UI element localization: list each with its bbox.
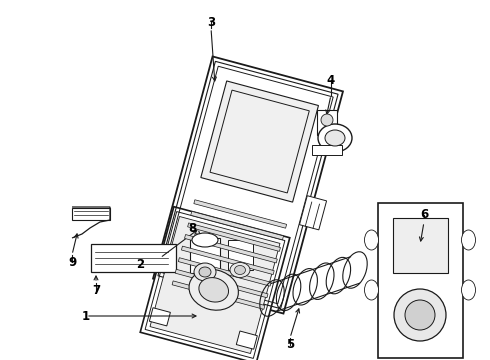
Polygon shape [153,57,343,314]
Polygon shape [149,308,171,326]
Text: 6: 6 [420,208,428,221]
Text: 8: 8 [188,221,196,234]
Polygon shape [181,246,274,275]
Polygon shape [72,208,110,220]
Ellipse shape [462,280,475,300]
Ellipse shape [405,300,435,330]
Ellipse shape [394,289,446,341]
Polygon shape [191,211,284,240]
Text: 3: 3 [207,15,215,28]
Polygon shape [140,207,290,360]
Ellipse shape [325,130,345,146]
Polygon shape [392,217,447,273]
Text: 5: 5 [286,338,294,351]
Text: 4: 4 [327,73,335,86]
Ellipse shape [365,280,378,300]
Ellipse shape [199,267,211,277]
Text: 1: 1 [82,310,90,323]
Polygon shape [150,216,280,354]
Ellipse shape [235,266,245,274]
Polygon shape [185,234,277,263]
Text: 7: 7 [92,284,100,297]
Polygon shape [188,223,280,251]
Polygon shape [178,258,271,286]
Polygon shape [317,109,337,135]
Ellipse shape [462,230,475,250]
Ellipse shape [230,262,250,278]
Ellipse shape [365,230,378,250]
Polygon shape [236,331,257,349]
Polygon shape [91,244,175,272]
Polygon shape [190,238,220,273]
Polygon shape [172,281,265,309]
Polygon shape [299,196,326,230]
Ellipse shape [321,114,333,126]
Polygon shape [312,145,342,155]
Text: 2: 2 [136,258,144,271]
Polygon shape [175,269,268,298]
Ellipse shape [194,263,216,281]
Polygon shape [227,240,252,270]
Polygon shape [377,202,463,357]
Ellipse shape [192,233,218,247]
Text: 9: 9 [68,256,76,269]
Ellipse shape [199,278,228,302]
Polygon shape [194,200,287,228]
Ellipse shape [318,124,352,152]
Ellipse shape [189,269,239,310]
Polygon shape [201,81,318,202]
